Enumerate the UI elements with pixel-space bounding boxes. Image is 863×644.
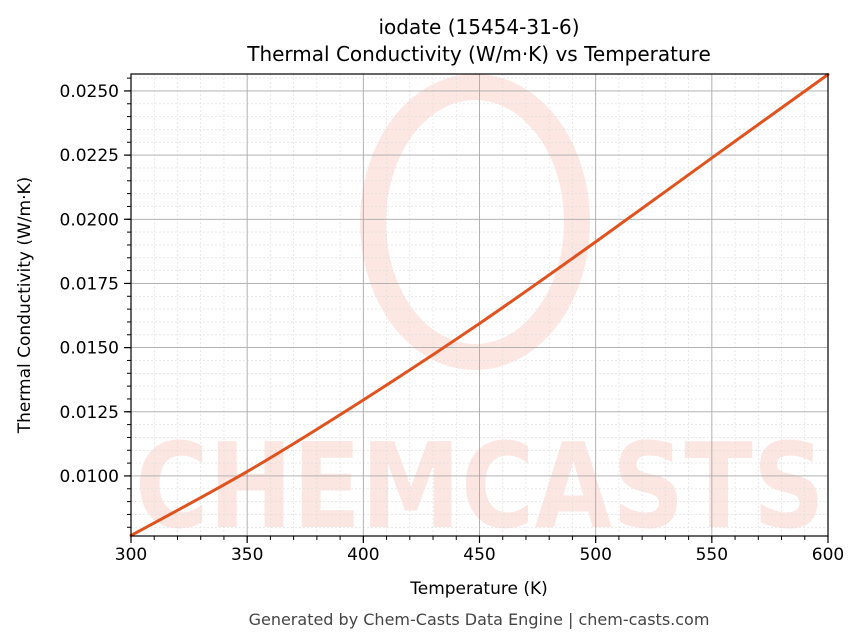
series-line [129,73,830,537]
x-tick-label: 550 [696,545,728,565]
x-tick-label: 400 [347,545,379,565]
watermark: CHEMCASTS [135,74,825,555]
y-tick-label: 0.0100 [60,467,119,487]
y-tick-label: 0.0225 [60,146,119,166]
x-tick-label: 500 [579,545,611,565]
y-axis-label: Thermal Conductivity (W/m·K) [15,177,35,435]
y-tick-label: 0.0150 [60,339,119,359]
x-tick-label: 600 [812,545,844,565]
y-tick-label: 0.0175 [60,274,119,294]
x-tick-label: 350 [231,545,263,565]
axis-ticks: 300 350 400 450 500 550 600 0.0100 0.0125 0.0150 0… [60,77,844,565]
y-tick-label: 0.0125 [60,403,119,423]
watermark-text: CHEMCASTS [135,417,825,555]
x-tick-label: 300 [115,545,147,565]
x-axis-label: Temperature (K) [409,579,548,599]
chart-subtitle: Thermal Conductivity (W/m·K) vs Temperat… [246,42,711,66]
footer-text: Generated by Chem-Casts Data Engine | ch… [249,610,710,629]
x-tick-label: 450 [463,545,495,565]
series-layer [129,73,830,537]
chart-title: iodate (15454-31-6) [378,15,579,39]
y-tick-label: 0.0200 [60,210,119,230]
watermark-ring [360,74,590,370]
y-tick-label: 0.0250 [60,82,119,102]
